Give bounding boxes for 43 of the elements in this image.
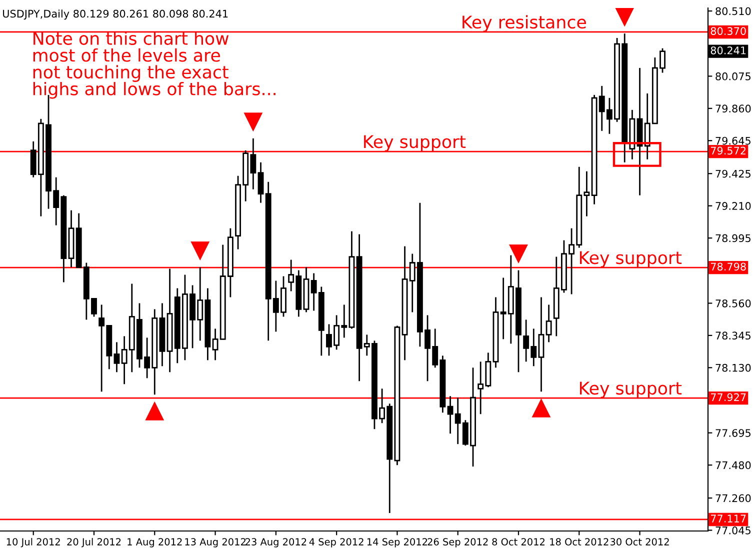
x-tick-label: 4 Sep 2012 [309,538,364,548]
x-tick-label: 14 Sep 2012 [367,538,428,548]
candlestick [538,296,544,392]
chart-title: USDJPY,Daily 80.129 80.261 80.098 80.241 [3,10,228,20]
y-tick-label: 79.210 [716,202,751,210]
ref-line-label: 79.572 [710,146,746,155]
ref-line-label: 80.370 [710,27,746,35]
x-tick-label: 13 Aug 2012 [185,538,246,548]
x-tick-label: 10 Jul 2012 [6,538,60,548]
x-tick-label: 20 Jul 2012 [67,538,121,548]
annotation: Key support [364,135,466,152]
y-tick-label: 79.860 [716,104,751,113]
y-tick-label: 77.695 [716,429,750,437]
ref-line-label: 77.927 [710,393,746,402]
annotation: Key support [580,251,682,268]
y-tick-label: 78.995 [716,234,750,242]
y-tick-label: 80.075 [716,72,750,80]
candlestick [447,395,454,434]
annotation: Key resistance [462,15,586,32]
x-tick-label: 18 Oct 2012 [550,538,608,546]
x-tick-label: 1 Aug 2012 [128,538,182,548]
y-tick-label: 79.425 [716,170,750,178]
y-tick-label: 78.345 [716,332,750,340]
text: 80.241 [710,46,746,54]
x-tick-label: 26 Sep 2012 [428,538,488,548]
candlestick [546,304,552,343]
ref-line-label: 78.798 [710,262,746,271]
y-tick-label: 77.480 [716,461,751,470]
y-tick-label: 78.130 [716,364,751,372]
x-tick-label: 23 Aug 2012 [245,538,306,548]
ref-line-label: 77.117 [710,514,746,522]
y-tick-label: 77.260 [716,494,751,502]
x-tick-label: 30 Oct 2012 [610,538,669,546]
annotation: Note on this chart how most of the levels are not touching the exact highs and lows of the bars... [33,32,276,99]
candlestick [114,341,120,373]
y-tick-label: 78.560 [716,299,751,308]
y-tick-label: 80.510 [716,7,751,16]
y-tick-label: 79.645 [716,136,750,145]
candlestick [258,162,264,204]
y-tick-label: 77.045 [716,526,750,534]
x-tick-label: 8 Oct 2012 [492,538,544,546]
candlestick [212,328,218,361]
annotation: Key support [580,382,682,398]
